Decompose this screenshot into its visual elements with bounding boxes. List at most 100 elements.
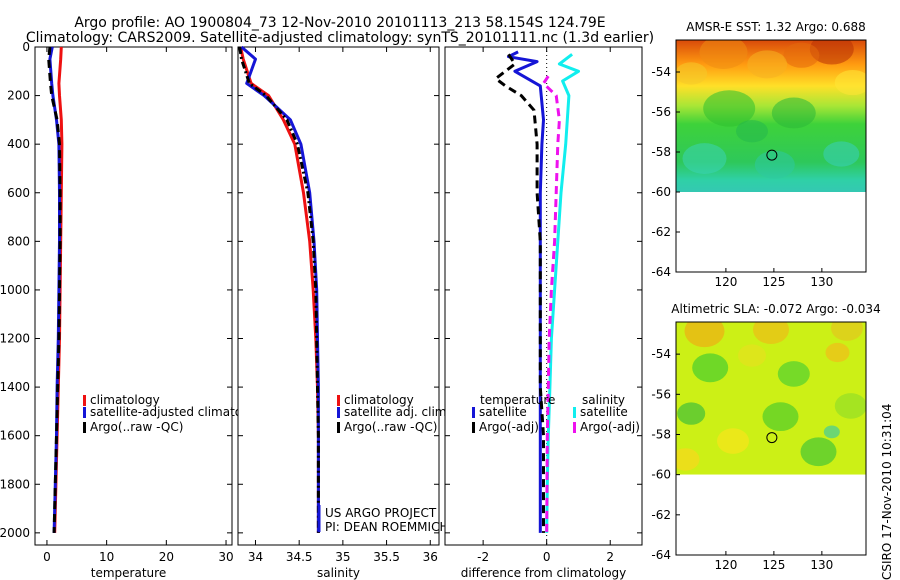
difference-xtick-label: -2 xyxy=(477,550,489,564)
sla-map-ytick-label: -60 xyxy=(651,468,671,482)
salinity-axes-box xyxy=(237,46,440,546)
sst-map-xtick-label: 125 xyxy=(762,275,785,289)
sla-map-ytick-label: -56 xyxy=(651,387,671,401)
sla-map-texture-blob xyxy=(676,448,700,471)
salinity-legend-item-swatch xyxy=(337,395,340,406)
sst-map-field xyxy=(676,40,866,192)
sla-map-field xyxy=(676,322,866,475)
sla-map-texture-blob xyxy=(692,353,729,383)
temperature-xtick-label: 10 xyxy=(99,550,114,564)
salinity-legend-item-label: satellite adj. clim. xyxy=(344,405,450,419)
difference-series-temperature-satellite xyxy=(507,50,545,533)
temperature-legend-item-label: satellite-adjusted climatology xyxy=(90,405,268,419)
sla-map-texture-blob xyxy=(834,393,866,419)
sst-map-xtick-label: 130 xyxy=(810,275,833,289)
sst-map-ytick-label: -60 xyxy=(651,185,671,199)
sst-map-texture-blob xyxy=(823,141,860,167)
depth-ytick-label: 1200 xyxy=(0,332,30,346)
sst-map-texture-blob xyxy=(771,97,816,129)
salinity-xtick-label: 34.5 xyxy=(286,550,313,564)
salinity-xtick-label: 35.5 xyxy=(373,550,400,564)
sla-map-texture-blob xyxy=(831,322,863,341)
depth-ytick-label: 200 xyxy=(7,89,30,103)
sst-map-ytick-label: -64 xyxy=(651,265,671,279)
sst-map-texture-blob xyxy=(682,143,727,174)
sla-map-argo-location-marker xyxy=(766,432,778,444)
temperature-axes-box xyxy=(34,46,233,546)
difference-panel: -2 0 2 difference from climatology temperatu… xyxy=(444,46,643,580)
sla-map-xtick-label: 120 xyxy=(714,558,737,572)
salinity-series-argo-raw-qc xyxy=(238,46,320,533)
temperature-xtick-label: 20 xyxy=(159,550,174,564)
sst-map-texture-blob xyxy=(809,40,854,65)
temperature-xtick-label: 0 xyxy=(43,550,51,564)
depth-ytick-label: 600 xyxy=(7,186,30,200)
sla-map-ytick-label: -62 xyxy=(651,508,671,522)
sst-map-texture-blob xyxy=(703,90,756,127)
difference-legend-item-label: Argo(-adj) xyxy=(479,420,539,434)
sla-map-texture-blob xyxy=(677,402,706,425)
difference-legend-header: temperature xyxy=(480,393,555,407)
sla-map-ytick-label: -54 xyxy=(651,347,671,361)
figure-title-line-2: Climatology: CARS2009. Satellite-adjuste… xyxy=(25,30,655,46)
difference-series-salinity-argo-adj xyxy=(542,75,561,533)
salinity-xtick-label: 36 xyxy=(423,550,438,564)
temperature-xtick-label: 30 xyxy=(218,550,233,564)
depth-ytick-label: 1800 xyxy=(0,477,30,491)
sla-map-texture-blob xyxy=(777,361,810,387)
difference-legend-item-label: satellite xyxy=(580,405,628,419)
depth-ytick-label: 400 xyxy=(7,137,30,151)
sla-map-panel: 120 125 130 -54 -56 -58 -60 -62 -64 Altimetric SL… xyxy=(651,302,880,572)
salinity-panel: 34 34.5 35 35.5 36 salinity climatologysatelli… xyxy=(237,45,450,580)
difference-series-temperature-argo-adj xyxy=(494,53,545,533)
salinity-xtick-label: 34 xyxy=(248,550,263,564)
temperature-series-argo-raw-qc xyxy=(47,46,62,533)
depth-ytick-label: 1400 xyxy=(0,380,30,394)
side-stamp: CSIRO 17-Nov-2010 10:31:04 xyxy=(880,403,894,580)
sla-map-ytick-label: -64 xyxy=(651,548,671,562)
salinity-legend-item-swatch xyxy=(337,422,340,433)
salinity-legend-item-swatch xyxy=(337,407,340,418)
salinity-xtick-label: 35 xyxy=(335,550,350,564)
sla-map-xtick-label: 125 xyxy=(762,558,785,572)
difference-legend-item-swatch xyxy=(573,407,576,418)
temperature-legend-item-label: climatology xyxy=(90,393,160,407)
difference-xlabel: difference from climatology xyxy=(461,566,627,580)
sst-map-texture-blob xyxy=(754,150,795,179)
sst-map-texture-blob xyxy=(676,62,708,85)
annotation-line-1: US ARGO PROJECT xyxy=(325,506,437,520)
sla-map-texture-blob xyxy=(753,322,789,345)
figure-title-line-1: Argo profile: AO 1900804_73 12-Nov-2010 … xyxy=(74,15,606,31)
salinity-legend-item-label: Argo(..raw -QC) xyxy=(344,420,437,434)
sla-map-texture-blob xyxy=(823,425,840,439)
salinity-legend-item-label: climatology xyxy=(344,393,414,407)
sla-map-texture-blob xyxy=(738,344,766,367)
sla-map-xtick-label: 130 xyxy=(810,558,833,572)
sla-map-texture-blob xyxy=(684,322,725,348)
sst-map-texture-blob xyxy=(747,50,788,79)
sla-map-axes-box xyxy=(675,321,867,556)
difference-xtick-label: 0 xyxy=(543,550,551,564)
difference-xtick-label: 2 xyxy=(606,550,614,564)
temperature-legend-item-swatch xyxy=(83,407,86,418)
sst-map-ytick-label: -56 xyxy=(651,105,671,119)
difference-legend: temperaturesatelliteArgo(-adj)salinitysa… xyxy=(472,393,640,434)
sst-map-ytick-label: -62 xyxy=(651,225,671,239)
temperature-panel: 0 10 20 30 0 200 400 600 800 1000 1200 1400 1600 1800… xyxy=(0,40,268,580)
depth-ytick-label: 1600 xyxy=(0,429,30,443)
difference-legend-item-swatch xyxy=(472,407,475,418)
sst-map-xtick-label: 120 xyxy=(714,275,737,289)
difference-legend-item-swatch xyxy=(573,422,576,433)
sla-map-texture-blob xyxy=(800,437,837,467)
sst-map-title: AMSR-E SST: 1.32 Argo: 0.688 xyxy=(686,20,866,34)
temperature-legend-item-swatch xyxy=(83,422,86,433)
sst-map-texture-blob xyxy=(783,42,820,68)
temperature-xlabel: temperature xyxy=(91,566,166,580)
sst-map-texture-blob xyxy=(699,40,748,69)
temperature-legend-item-swatch xyxy=(83,395,86,406)
sla-map-texture-blob xyxy=(825,342,850,363)
map-panels: 120 125 130 -54 -56 -58 -60 -62 -64 AMSR-E SST: 1… xyxy=(651,20,880,572)
